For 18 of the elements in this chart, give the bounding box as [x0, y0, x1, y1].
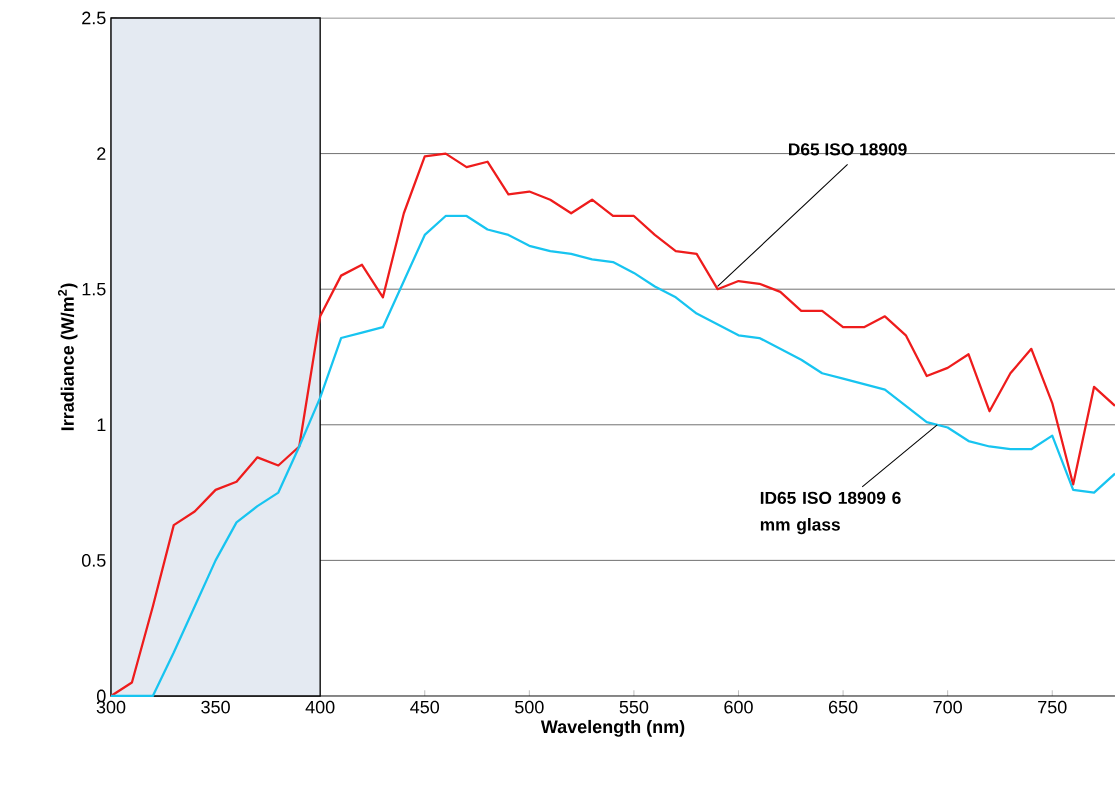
x-tick-label: 600 [724, 700, 753, 714]
y-tick-label: 2 [97, 147, 106, 160]
y-tick-label: 2.5 [82, 11, 106, 25]
x-axis-title: Wavelength (nm) [540, 719, 685, 737]
x-tick-label: 750 [1038, 700, 1067, 714]
x-tick-label: 400 [305, 700, 335, 714]
x-tick-label: 700 [933, 700, 962, 714]
y-tick-label: 1.5 [82, 282, 106, 296]
annotation: D65 ISO 18909 [788, 143, 907, 156]
x-tick-label: 350 [201, 700, 230, 714]
annotation: ID65 ISO 18909 6 mm glass [760, 491, 901, 535]
y-axis-title: Irradiance (W/m$^{2}$) [57, 283, 78, 431]
y-tick-label: 1 [97, 418, 106, 431]
x-tick-label: 500 [515, 700, 544, 714]
x-tick-label: 650 [828, 700, 858, 714]
y-tick-label: 0.5 [81, 554, 106, 567]
x-tick-label: 450 [410, 700, 440, 714]
x-tick-label: 550 [619, 700, 649, 714]
